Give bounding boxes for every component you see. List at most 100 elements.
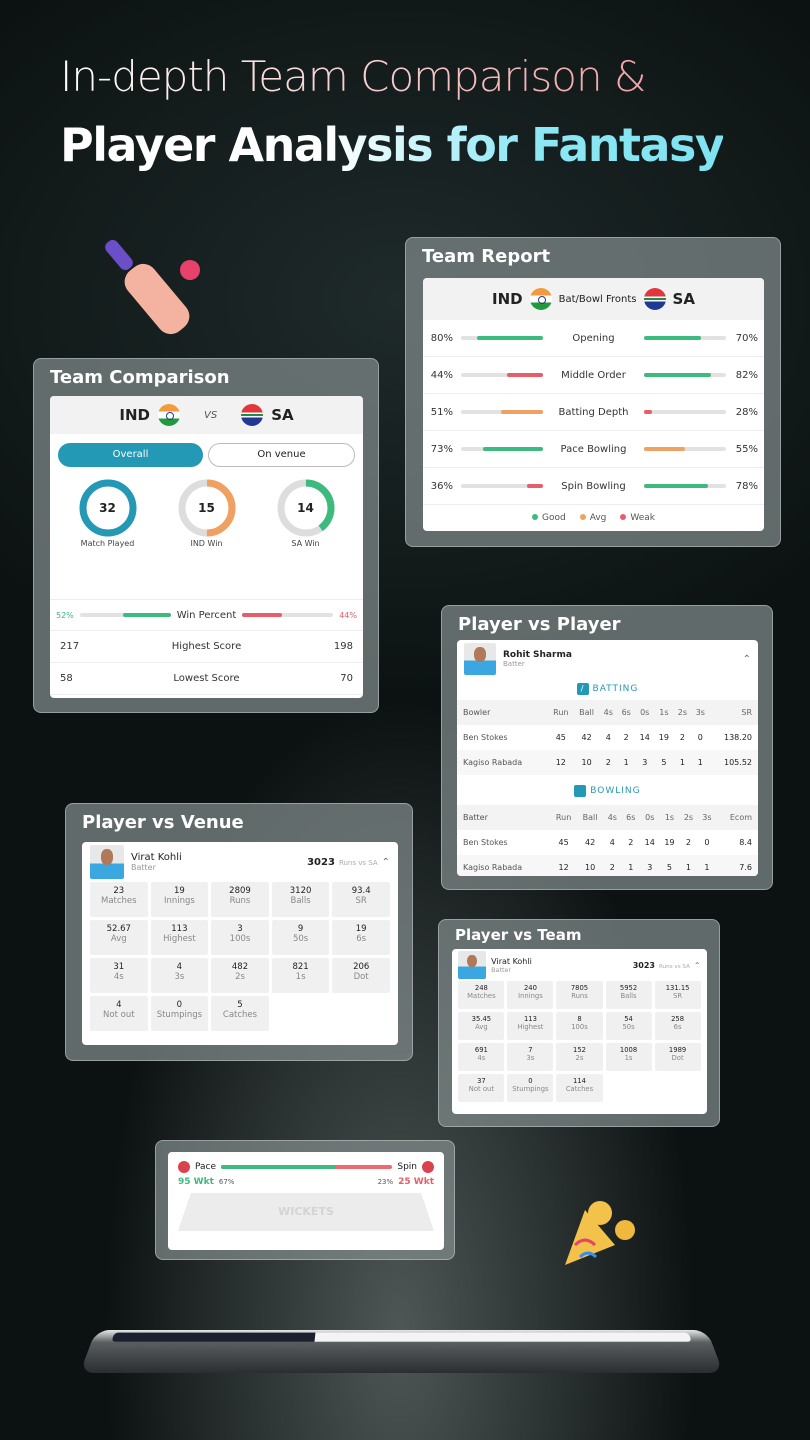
stat-cell: 93.4 SR (332, 882, 390, 917)
stat-value: 114 (573, 1077, 586, 1085)
player-avatar (458, 951, 486, 979)
india-flag-icon (157, 404, 180, 426)
win-bar-left (123, 613, 171, 617)
stat-label: Highest (163, 933, 196, 944)
phone-device (79, 1329, 724, 1374)
stat-value: 691 (474, 1046, 488, 1054)
player-name: Virat Kohli (491, 956, 532, 966)
left-bar (501, 410, 543, 414)
legend-dot-icon (531, 514, 538, 520)
table-cell: 42 (581, 733, 592, 742)
column-header: 4s (599, 700, 618, 725)
table-cell: 2 (679, 733, 685, 742)
stat-cell: 31 4s (90, 958, 148, 993)
table-cell: 42 (584, 838, 596, 847)
report-row: 36% Spin Bowling 78% (423, 468, 764, 505)
report-row: 73% Pace Bowling 55% (423, 431, 764, 468)
stat-cell: 5952 Balls (605, 981, 652, 1009)
stat-label: SR (673, 991, 683, 1000)
legend-item: Avg (579, 513, 607, 523)
stat-value: 54 (624, 1015, 633, 1023)
ring-label: SA Win (291, 539, 320, 548)
win-percent-right: 44% (339, 610, 357, 620)
table-cell: 0 (697, 733, 703, 742)
player-vs-player-panel: Player vs Player Rohit Sharma Batter ⌃ /… (441, 605, 773, 890)
stat-ring: 14 SA Win (275, 477, 337, 599)
stat-value: 3 (237, 924, 243, 934)
table-cell: 1 (685, 863, 692, 872)
table-cell: 105.52 (724, 758, 752, 767)
wickets-panel: Pace Spin 95 Wkt 67% 23% 25 Wkt WICKETS (155, 1140, 455, 1260)
stat-label: Avg (110, 933, 127, 944)
stat-label: Highest (517, 1022, 544, 1031)
stat-label: 50s (622, 1022, 635, 1031)
right-bar (644, 410, 653, 414)
table-cell: 2 (628, 838, 634, 847)
stat-value: 131.15 (665, 984, 690, 992)
stat-value: 2809 (229, 886, 251, 896)
cricket-ball-icon (178, 1161, 190, 1173)
bat-icon: / (576, 682, 589, 695)
player-avatar (464, 643, 496, 675)
collapse-chevron-icon[interactable]: ⌃ (381, 856, 390, 868)
stat-cell: 0 Stumpings (507, 1074, 554, 1102)
headline-line1: In-depth Team Comparison & (60, 52, 647, 101)
stat-cell: 113 Highest (507, 1012, 554, 1040)
stat-cell: 3120 Balls (271, 882, 330, 917)
tab-on-venue[interactable]: On venue (208, 443, 355, 467)
collapse-chevron-icon[interactable]: ⌃ (693, 960, 701, 970)
stat-value: 52.67 (106, 924, 131, 934)
table-cell: Ben Stokes (463, 733, 508, 742)
panel-title: Player vs Venue (82, 812, 244, 833)
stat-label: 100s (571, 1022, 588, 1031)
stat-value: 482 (231, 962, 249, 972)
stat-value: 93.4 (351, 886, 371, 896)
player-role: Batter (131, 863, 156, 872)
column-header: Ball (573, 700, 600, 725)
report-row: 80% Opening 70% (423, 320, 764, 357)
bowling-heading: BOWLING (590, 786, 641, 796)
table-cell: 0 (704, 838, 710, 847)
column-header: 1s (654, 700, 674, 725)
table-cell: 2 (605, 758, 611, 767)
right-bar (644, 484, 708, 488)
runs-total: 3023 (307, 856, 335, 868)
collapse-chevron-icon[interactable]: ⌃ (742, 653, 751, 665)
column-header: 6s (617, 700, 636, 725)
player-role: Batter (491, 965, 512, 974)
ring-chart (79, 479, 136, 537)
stat-label: 3s (526, 1053, 535, 1062)
stat-label: 100s (229, 933, 251, 944)
team-left: IND (119, 406, 150, 424)
phone-screen (111, 1332, 692, 1342)
stat-cell: 4 Not out (90, 996, 148, 1031)
table-header: Bowler Run Ball 4s 6s 0s 1s 2s 3s SR (457, 700, 758, 725)
panel-title: Team Report (422, 246, 551, 267)
right-percent: 78% (735, 480, 758, 492)
stat-value: 821 (292, 962, 309, 972)
right-bar (644, 447, 685, 451)
stat-label: Not out (468, 1084, 494, 1093)
right-value: 70 (340, 673, 353, 684)
table-cell: 4 (609, 838, 615, 847)
legend-label: Avg (589, 513, 607, 523)
team-report-panel: Team Report IND Bat/Bowl Fronts SA 80% Op… (405, 237, 781, 547)
panel-title: Player vs Player (458, 614, 621, 635)
player-vs-venue-panel: Player vs Venue Virat Kohli Batter 3023 Run… (65, 803, 413, 1061)
south-africa-flag-icon (643, 288, 666, 310)
stat-ring: 15 IND Win (176, 477, 238, 599)
stat-value: 9 (297, 924, 304, 934)
player-avatar (90, 845, 124, 879)
table-cell: Kagiso Rabada (463, 758, 523, 767)
column-header: 2s (673, 700, 692, 725)
stat-cell: 54 50s (605, 1012, 652, 1040)
stat-value: 8 (577, 1015, 582, 1023)
table-cell: 19 (658, 733, 669, 742)
tab-overall[interactable]: Overall (58, 443, 203, 467)
report-row: 44% Middle Order 82% (423, 357, 764, 394)
stat-cell: 19 Innings (150, 882, 209, 917)
panel-title: Player vs Team (455, 926, 582, 944)
player-name: Rohit Sharma (503, 650, 572, 660)
table-cell: 1 (679, 758, 685, 767)
vs-label: VS (203, 409, 218, 421)
